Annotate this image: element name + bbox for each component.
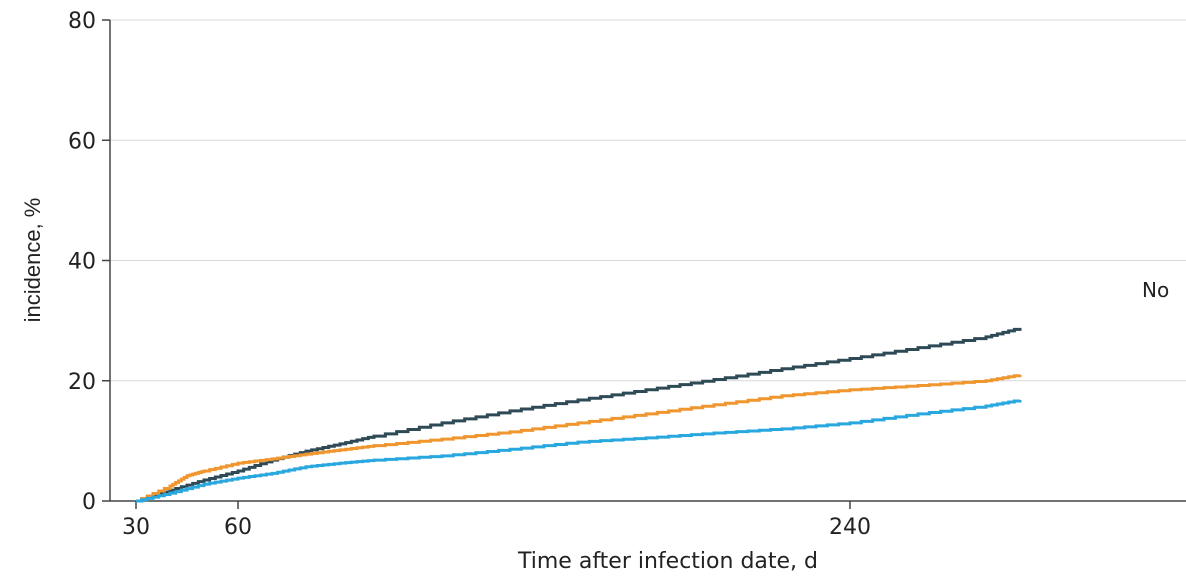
series-line-1	[136, 374, 1022, 503]
series-line-2	[136, 399, 1022, 503]
gridlines	[110, 19, 1186, 382]
line-annotation: No	[1142, 278, 1169, 302]
axes: 0 20 40 60 80 30 60 240	[68, 9, 1186, 540]
y-tick-label-40: 40	[68, 250, 96, 275]
y-tick-label-60: 60	[68, 129, 96, 154]
y-tick-label-80: 80	[68, 9, 96, 34]
axis-labels: Time after infection date, d incidence, …	[20, 198, 1169, 574]
y-tick-label-0: 0	[82, 490, 96, 515]
x-tick-label-30: 30	[122, 515, 150, 540]
x-axis-title: Time after infection date, d	[517, 549, 818, 574]
series-line-0	[136, 327, 1022, 503]
series-lines	[136, 327, 1022, 503]
x-tick-label-60: 60	[224, 515, 252, 540]
y-tick-label-20: 20	[68, 370, 96, 395]
x-tick-label-240: 240	[829, 515, 871, 540]
y-axis-title: incidence, %	[20, 198, 45, 323]
